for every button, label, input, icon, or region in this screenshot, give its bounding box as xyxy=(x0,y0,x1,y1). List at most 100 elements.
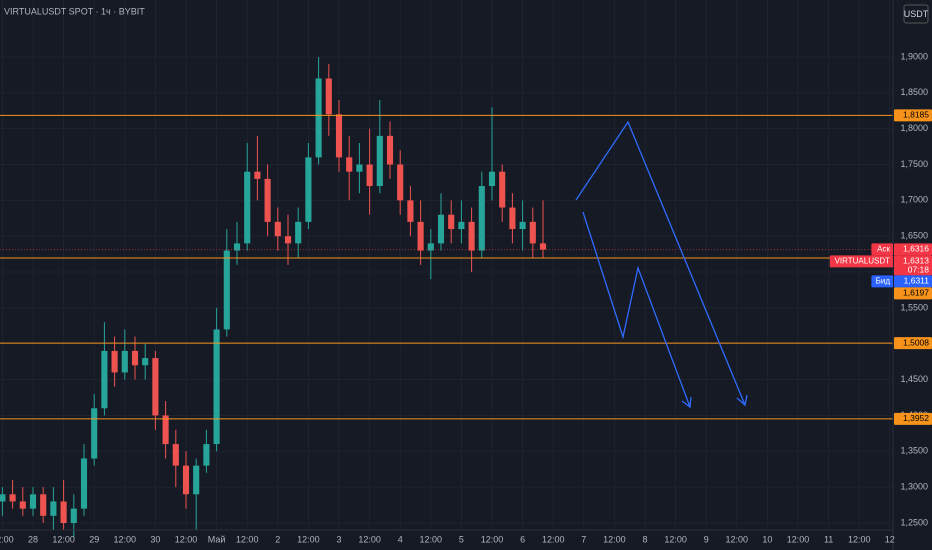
candle-body xyxy=(264,178,271,222)
candle-body xyxy=(468,221,475,251)
candle-body xyxy=(193,465,200,495)
candle-body xyxy=(437,214,445,244)
candle-body xyxy=(397,164,404,201)
candle-body xyxy=(274,221,281,237)
candle-body xyxy=(121,350,128,373)
x-tick-label: 12:00 xyxy=(726,534,749,544)
candle-body xyxy=(499,171,506,208)
price-name-box xyxy=(871,243,893,256)
price-box xyxy=(894,287,932,300)
currency-box[interactable] xyxy=(903,4,929,24)
y-tick-label: 1,3000 xyxy=(900,482,928,492)
candle-body xyxy=(315,78,322,158)
candle-body xyxy=(295,221,302,244)
price-box xyxy=(894,412,932,425)
candle-body xyxy=(305,157,312,222)
trend-arrow xyxy=(582,211,691,408)
x-tick-label: 10 xyxy=(762,534,772,544)
candle-body xyxy=(182,465,190,495)
price-value: 1,6316 xyxy=(903,244,929,254)
candle-body xyxy=(233,243,241,251)
candle-body xyxy=(448,214,455,230)
candle-body xyxy=(478,186,485,251)
candle-body xyxy=(9,494,16,502)
candle-body xyxy=(335,114,343,158)
price-name-box xyxy=(829,255,893,268)
x-tick-label: 12:00 xyxy=(481,534,504,544)
candle-body xyxy=(50,501,57,516)
candle-body xyxy=(0,494,6,502)
candle-body xyxy=(223,250,230,330)
price-name: Аск xyxy=(877,245,890,254)
drawings xyxy=(575,120,748,409)
price-value: 1,6313 xyxy=(903,256,929,266)
x-tick-label: 12:00 xyxy=(542,534,565,544)
candle-body xyxy=(111,350,118,373)
x-tick-label: 12:00 xyxy=(787,534,810,544)
countdown: 07:18 xyxy=(908,265,930,275)
candle-body xyxy=(529,221,536,244)
price-name: Бид xyxy=(876,277,891,286)
x-tick-label: 12:00 xyxy=(52,534,75,544)
price-box xyxy=(894,243,932,256)
price-value: 1,6197 xyxy=(903,288,929,298)
currency[interactable]: USDT xyxy=(904,9,929,19)
y-tick-label: 1,9000 xyxy=(900,51,928,61)
x-tick-label: 6 xyxy=(520,534,525,544)
y-tick-label: 1,8000 xyxy=(900,123,928,133)
x-tick-label: 12:00 xyxy=(175,534,198,544)
price-value: 1,3952 xyxy=(903,413,929,423)
x-tick-label: 3 xyxy=(336,534,341,544)
candle-body xyxy=(162,415,169,445)
candle-body xyxy=(407,200,414,222)
price-value: 1,6311 xyxy=(904,276,930,286)
x-tick-label: 12:00 xyxy=(603,534,626,544)
y-tick-label: 1,2500 xyxy=(900,517,928,527)
candle-body xyxy=(152,358,159,416)
y-tick-label: 1,8500 xyxy=(900,87,928,97)
chart-title: VIRTUALUSDT SPOT · 1ч · BYBIT xyxy=(4,6,145,16)
x-tick-label: Май xyxy=(208,534,226,544)
candle-body xyxy=(427,243,434,251)
x-tick-label: 12 xyxy=(885,534,895,544)
x-tick-label: 12:00 xyxy=(848,534,871,544)
x-tick-label: 5 xyxy=(459,534,464,544)
x-tick-label: 28 xyxy=(28,534,38,544)
candle-body xyxy=(539,243,547,250)
candle-body xyxy=(29,494,37,509)
arrow-head xyxy=(681,396,692,409)
x-tick-label: 12:00 xyxy=(664,534,687,544)
x-tick-label: 4 xyxy=(398,534,403,544)
x-tick-label: 12:00 xyxy=(236,534,259,544)
x-tick-label: 9 xyxy=(704,534,709,544)
candle-body xyxy=(254,171,261,179)
x-tick-label: 11 xyxy=(824,534,833,544)
candle-body xyxy=(80,458,88,509)
candle-body xyxy=(101,350,108,409)
candle-body xyxy=(70,508,77,523)
candle-body xyxy=(244,171,251,244)
x-tick-label: 12:00 xyxy=(0,534,14,544)
candle-body xyxy=(417,221,424,251)
price-name: VIRTUALUSDT xyxy=(835,257,891,266)
candle-body xyxy=(284,236,292,244)
candle-body xyxy=(458,221,465,230)
candle-body xyxy=(509,207,516,230)
y-tick-label: 1,4500 xyxy=(900,374,928,384)
x-tick-label: 8 xyxy=(643,534,648,544)
candle-body xyxy=(356,164,363,172)
price-box xyxy=(894,275,932,288)
price-value: 1,8185 xyxy=(903,110,929,120)
candle-body xyxy=(172,444,179,466)
x-tick-label: 30 xyxy=(150,534,160,544)
price-value: 1,5008 xyxy=(903,337,929,347)
x-tick-label: 2 xyxy=(275,534,280,544)
x-tick-label: 12:00 xyxy=(420,534,443,544)
y-tick-label: 1,5500 xyxy=(900,302,928,312)
y-tick-label: 1,6500 xyxy=(900,231,928,241)
candle-body xyxy=(519,221,526,230)
candle-body xyxy=(91,408,98,459)
candle-body xyxy=(203,444,210,466)
